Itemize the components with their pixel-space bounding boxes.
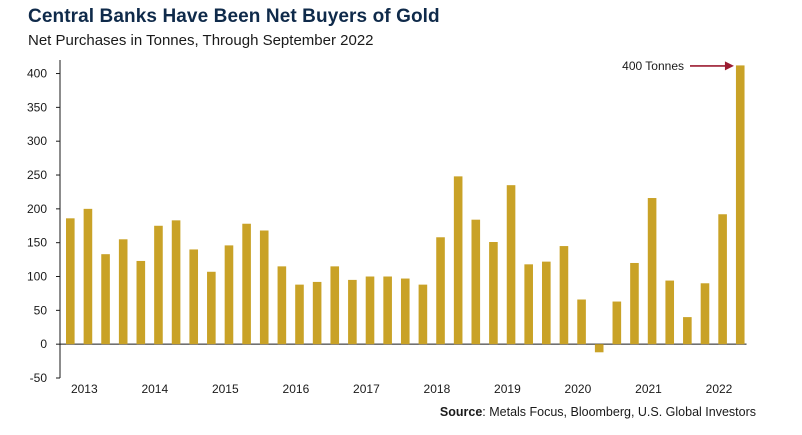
x-tick-label: 2021: [635, 382, 662, 396]
bar: [295, 284, 304, 345]
x-tick-label: 2022: [706, 382, 733, 396]
bar: [471, 219, 481, 345]
bar: [383, 276, 392, 345]
bar: [207, 271, 216, 345]
bar: [312, 281, 322, 345]
bar: [330, 266, 340, 345]
y-tick-label: -50: [30, 371, 48, 385]
chart-title: Central Banks Have Been Net Buyers of Go…: [28, 6, 440, 27]
x-tick-label: 2020: [565, 382, 592, 396]
bar: [735, 65, 745, 345]
bar: [101, 254, 110, 345]
bar: [489, 242, 498, 345]
bar: [277, 266, 287, 345]
bar: [718, 214, 727, 345]
x-tick-label: 2013: [71, 382, 98, 396]
bar: [418, 284, 428, 345]
bar: [506, 185, 516, 345]
source-label: Source: [439, 405, 483, 419]
bar: [453, 176, 463, 345]
chart-subtitle: Net Purchases in Tonnes, Through Septemb…: [28, 32, 374, 49]
annotation-arrow-head: [724, 61, 734, 71]
bar: [700, 283, 710, 345]
bar: [189, 249, 199, 345]
bar: [348, 279, 357, 345]
bar: [612, 301, 622, 345]
bar: [400, 278, 410, 345]
bar: [559, 246, 569, 345]
bar: [171, 220, 181, 345]
y-tick-label: 400: [27, 67, 47, 81]
source-note: Source: Metals Focus, Bloomberg, U.S. Gl…: [440, 405, 756, 419]
bar: [242, 223, 251, 345]
bar: [436, 237, 445, 345]
y-tick-label: 50: [34, 303, 48, 317]
bar: [647, 198, 657, 345]
bar: [542, 261, 551, 345]
bar: [224, 245, 234, 345]
y-tick-label: 300: [27, 134, 47, 148]
bar: [154, 225, 163, 345]
source-text: : Metals Focus, Bloomberg, U.S. Global I…: [482, 405, 756, 419]
y-tick-label: 200: [27, 202, 47, 216]
bar: [630, 262, 639, 345]
annotation-label: 400 Tonnes: [622, 59, 684, 73]
y-tick-label: 100: [27, 270, 47, 284]
bar: [594, 344, 604, 353]
y-tick-label: 250: [27, 168, 47, 182]
x-tick-label: 2016: [283, 382, 310, 396]
y-tick-label: 0: [40, 337, 47, 351]
bar: [665, 280, 675, 345]
bar: [524, 264, 533, 345]
y-tick-label: 350: [27, 100, 47, 114]
bar: [83, 208, 93, 345]
bar: [259, 230, 269, 345]
bar: [683, 317, 692, 345]
bar: [118, 239, 128, 345]
bar: [365, 276, 375, 345]
x-tick-label: 2014: [141, 382, 168, 396]
bar: [577, 299, 586, 345]
x-tick-label: 2018: [424, 382, 451, 396]
x-tick-label: 2019: [494, 382, 521, 396]
bar: [136, 260, 146, 345]
bar: [66, 218, 75, 345]
x-tick-label: 2015: [212, 382, 239, 396]
y-tick-label: 150: [27, 236, 47, 250]
x-tick-label: 2017: [353, 382, 380, 396]
